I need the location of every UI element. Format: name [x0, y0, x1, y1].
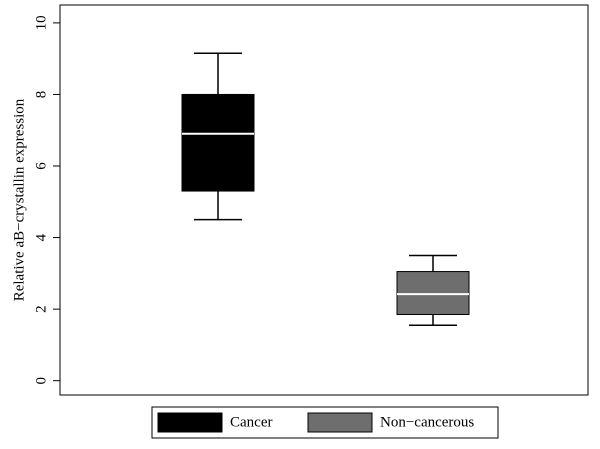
- plot-frame: [59, 4, 589, 396]
- legend-swatch: [157, 412, 223, 433]
- y-tick-label: 6: [33, 162, 49, 170]
- y-tick-label: 10: [33, 15, 49, 30]
- y-tick-label: 8: [33, 91, 49, 99]
- legend-label: Cancer: [230, 414, 272, 430]
- y-tick-label: 4: [33, 233, 49, 241]
- y-tick-label: 0: [33, 377, 49, 385]
- legend-swatch: [307, 412, 373, 433]
- legend-frame: [151, 406, 499, 439]
- legend-label: Non−cancerous: [380, 414, 474, 430]
- box: [181, 93, 255, 192]
- box: [396, 271, 470, 315]
- y-axis-label: Relative aB−crystallin expression: [11, 98, 27, 301]
- y-tick-label: 2: [33, 305, 49, 313]
